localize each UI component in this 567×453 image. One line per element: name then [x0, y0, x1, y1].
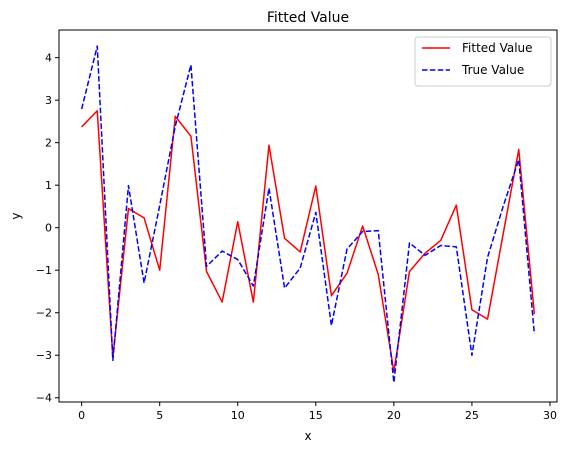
x-tick-label: 30	[543, 409, 557, 422]
x-axis-label: x	[304, 429, 311, 443]
legend-label-fitted-value: Fitted Value	[462, 41, 533, 55]
x-tick-label: 20	[387, 409, 401, 422]
x-tick-label: 10	[231, 409, 245, 422]
series-line-true-value	[80, 45, 536, 384]
y-tick-label: −2	[36, 307, 52, 320]
x-axis-ticks: 0 5 10 15 20 25 30	[78, 402, 557, 422]
y-axis-label: y	[9, 212, 23, 219]
x-tick-label: 25	[465, 409, 479, 422]
chart-title: Fitted Value	[267, 10, 349, 26]
x-tick-label: 5	[156, 409, 163, 422]
x-tick-label: 0	[78, 409, 85, 422]
y-tick-label: −4	[36, 392, 52, 405]
plot-area-lines	[80, 45, 536, 384]
legend: Fitted Value True Value	[414, 36, 552, 87]
y-tick-label: 2	[45, 137, 52, 150]
y-tick-label: −1	[36, 264, 52, 277]
x-tick-label: 15	[309, 409, 323, 422]
legend-box	[414, 36, 552, 87]
y-axis-ticks: −4 −3 −2 −1 0 1 2 3 4	[36, 52, 59, 405]
y-tick-label: 3	[45, 94, 52, 107]
legend-label-true-value: True Value	[461, 63, 524, 77]
y-tick-label: −3	[36, 349, 52, 362]
y-tick-label: 0	[45, 222, 52, 235]
plot-frame	[58, 29, 558, 403]
y-tick-label: 1	[45, 179, 52, 192]
series-line-fitted-value	[81, 110, 536, 373]
y-tick-label: 4	[45, 52, 52, 65]
